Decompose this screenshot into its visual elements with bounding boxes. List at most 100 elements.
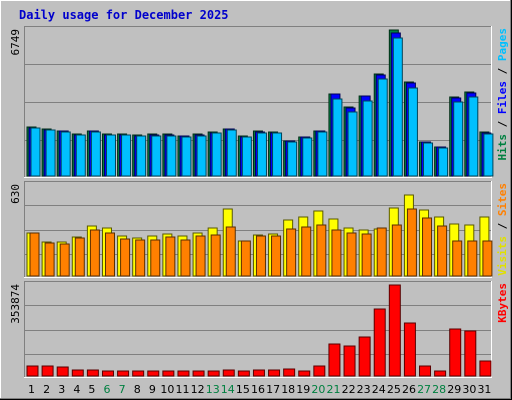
panel-traffic: 6749 Hits / Files / Pages — [9, 26, 509, 178]
bar-sites-day-7 — [120, 238, 131, 277]
bar-sites-day-31 — [482, 240, 493, 277]
bar-kbytes-day-15 — [237, 370, 250, 377]
bar-kbytes-day-16 — [252, 369, 265, 377]
x-tick-label: 22 — [342, 383, 356, 396]
bar-sites-day-15 — [240, 240, 251, 277]
bar-pages-day-2 — [45, 129, 56, 177]
bar-sites-day-16 — [255, 235, 266, 277]
bar-kbytes-day-17 — [268, 369, 281, 377]
x-tick-label: 14 — [221, 383, 235, 396]
x-tick-label: 28 — [432, 383, 446, 396]
bar-sites-day-25 — [391, 224, 402, 277]
legend-visits: Visits / Sites — [496, 183, 509, 276]
bar-kbytes-day-22 — [343, 345, 356, 377]
bar-pages-day-3 — [60, 131, 71, 177]
x-tick-label: 25 — [387, 383, 401, 396]
x-tick-label: 6 — [104, 383, 111, 396]
bar-sites-day-14 — [225, 226, 236, 277]
bar-pages-day-12 — [196, 135, 207, 177]
bar-pages-day-20 — [317, 131, 328, 177]
bar-pages-day-31 — [483, 133, 494, 177]
bar-kbytes-day-27 — [419, 365, 432, 377]
bar-sites-day-2 — [44, 242, 55, 277]
bar-sites-day-23 — [361, 233, 372, 277]
panel-kbytes: 353874 KBytes — [9, 281, 509, 378]
bar-kbytes-day-20 — [313, 365, 326, 377]
bar-kbytes-day-18 — [283, 368, 296, 377]
x-tick-label: 30 — [462, 383, 476, 396]
legend-entry: Files — [496, 81, 509, 114]
bar-kbytes-day-28 — [434, 370, 447, 377]
bar-pages-day-26 — [407, 87, 418, 177]
bar-pages-day-23 — [362, 100, 373, 177]
bar-pages-day-24 — [377, 78, 388, 177]
bar-kbytes-day-4 — [71, 369, 84, 377]
bar-sites-day-8 — [135, 239, 146, 277]
bar-sites-day-29 — [452, 240, 463, 277]
bar-kbytes-day-12 — [192, 370, 205, 377]
bar-pages-day-22 — [347, 111, 358, 177]
bar-pages-day-4 — [75, 134, 86, 177]
bar-kbytes-day-7 — [117, 370, 130, 377]
chart-title: Daily usage for December 2025 — [19, 8, 229, 22]
bar-sites-day-22 — [346, 232, 357, 277]
bar-kbytes-day-31 — [479, 360, 492, 377]
bar-sites-day-13 — [210, 234, 221, 277]
bar-kbytes-day-5 — [86, 369, 99, 377]
x-tick-label: 13 — [206, 383, 220, 396]
bar-kbytes-day-13 — [207, 370, 220, 377]
x-axis-labels: 1 2 3 4 5 6 7 8 9 10 11 12 13 14 15 16 17 18 19 20 21 22 23 24 2… — [28, 383, 491, 396]
bar-sites-day-3 — [59, 243, 70, 277]
bar-kbytes-day-14 — [222, 369, 235, 377]
bar-sites-day-10 — [165, 236, 176, 277]
x-tick-label: 15 — [236, 383, 250, 396]
x-tick-label: 1 — [28, 383, 35, 396]
bar-pages-day-8 — [136, 135, 147, 177]
bar-kbytes-day-23 — [358, 336, 371, 377]
bar-pages-day-6 — [105, 134, 116, 177]
bar-sites-day-5 — [89, 229, 100, 277]
bar-pages-day-21 — [332, 98, 343, 177]
x-tick-label: 3 — [58, 383, 65, 396]
bar-sites-day-20 — [316, 224, 327, 277]
bar-pages-day-7 — [121, 134, 132, 177]
x-tick-label: 31 — [477, 383, 491, 396]
bar-sites-day-26 — [406, 208, 417, 277]
bar-kbytes-day-29 — [449, 328, 462, 377]
bar-sites-day-30 — [467, 240, 478, 277]
bar-pages-day-29 — [453, 101, 464, 177]
bar-pages-day-27 — [423, 142, 434, 177]
x-tick-label: 12 — [191, 383, 205, 396]
bar-sites-day-28 — [437, 225, 448, 277]
bar-kbytes-day-30 — [464, 330, 477, 377]
y-max-label: 353874 — [9, 284, 22, 324]
bar-sites-day-17 — [271, 235, 282, 277]
y-max-label: 6749 — [9, 29, 22, 56]
x-tick-label: 4 — [73, 383, 80, 396]
bar-sites-day-4 — [74, 237, 85, 277]
bar-kbytes-day-8 — [132, 370, 145, 377]
bar-kbytes-day-25 — [388, 284, 401, 377]
x-tick-label: 18 — [281, 383, 295, 396]
bar-sites-day-12 — [195, 235, 206, 277]
bar-kbytes-day-9 — [147, 370, 160, 377]
x-tick-label: 19 — [296, 383, 310, 396]
bar-sites-day-18 — [286, 228, 297, 277]
bar-pages-day-11 — [181, 136, 192, 177]
x-tick-label: 10 — [160, 383, 174, 396]
bar-kbytes-day-1 — [26, 365, 39, 377]
x-tick-label: 21 — [326, 383, 340, 396]
bar-pages-day-17 — [272, 132, 283, 177]
bar-sites-day-11 — [180, 239, 191, 277]
x-tick-label: 5 — [88, 383, 95, 396]
x-tick-label: 17 — [266, 383, 280, 396]
bar-pages-day-10 — [166, 135, 177, 177]
legend-kbytes: KBytes — [496, 283, 509, 323]
bar-kbytes-day-24 — [373, 308, 386, 377]
bar-pages-day-18 — [287, 141, 298, 177]
x-tick-label: 26 — [402, 383, 416, 396]
panel-visits: 630 Visits / Sites — [9, 181, 509, 278]
bar-pages-day-14 — [226, 129, 237, 177]
legend-separator: / — [496, 216, 509, 236]
x-tick-label: 11 — [176, 383, 190, 396]
